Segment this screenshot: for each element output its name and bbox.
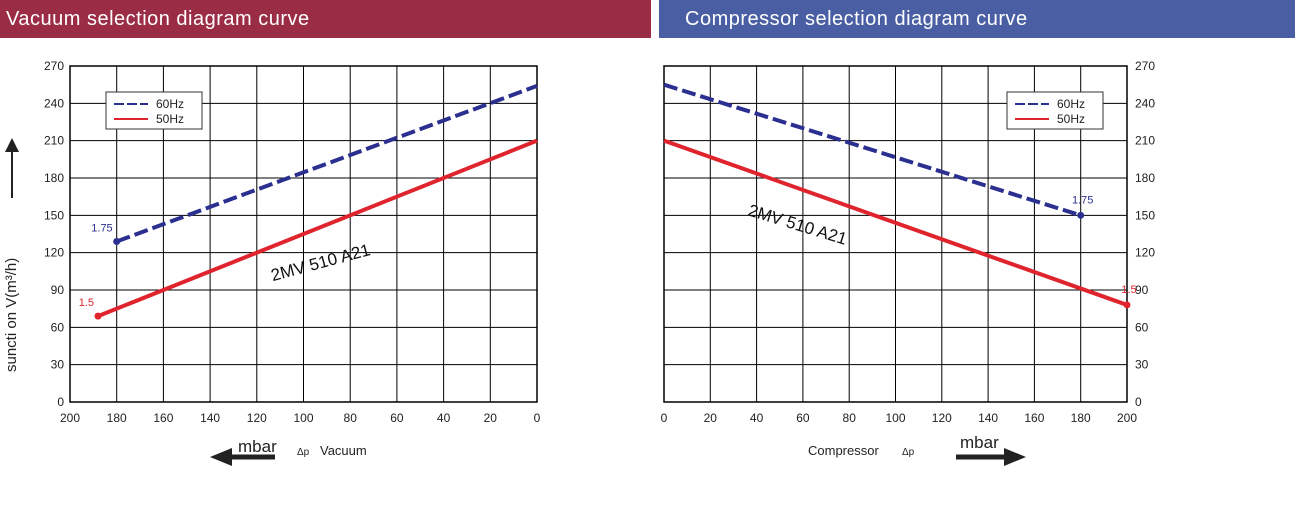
plot-frame [663,65,1128,403]
x-tick-label: 40 [437,411,451,425]
x-axis-suffix-left: Vacuum [320,443,367,458]
x-tick-label: 140 [200,411,220,425]
y-tick-label: 270 [1135,59,1155,73]
x-tick-label: 0 [661,411,668,425]
y-tick-label: 0 [57,395,64,409]
x-tick-label: 60 [796,411,810,425]
legend-label-50hz: 50Hz [156,112,184,126]
x-tick-label: 180 [107,411,127,425]
y-tick-label: 210 [44,134,64,148]
x-tick-label: 200 [1117,411,1137,425]
series-end-label: 1.75 [91,222,112,234]
y-tick-label: 240 [44,96,64,110]
vacuum-chart-title: Vacuum selection diagram curve [0,0,651,38]
y-tick-label: 60 [51,320,65,334]
x-tick-label: 80 [344,411,358,425]
x-axis-unit-right: mbar [960,433,999,452]
series-endpoint-50hz [94,312,102,320]
x-tick-label: 40 [750,411,764,425]
x-tick-label: 0 [534,411,541,425]
x-tick-label: 120 [247,411,267,425]
y-tick-label: 150 [44,208,64,222]
series-line-50hz [97,138,538,318]
y-axis-label: suncti on V(m³/h) [3,258,20,372]
x-axis-prefix-right: Compressor [808,443,879,458]
series-end-label: 1.5 [79,297,94,309]
x-tick-label: 200 [60,411,80,425]
x-axis-delta-right: Δp [902,447,915,458]
x-tick-label: 100 [293,411,313,425]
y-tick-label: 30 [51,358,65,372]
series-endpoint-50hz [1123,301,1131,309]
model-label: 2MV 510 A21 [269,240,373,285]
x-tick-label: 100 [885,411,905,425]
x-tick-label: 60 [390,411,404,425]
legend-label-50hz: 50Hz [1057,112,1085,126]
series-line-60hz [116,84,538,244]
y-tick-label: 240 [1135,96,1155,110]
x-tick-label: 80 [843,411,857,425]
model-label: 2MV 510 A21 [746,201,849,249]
x-axis-unit-left: mbar [238,437,277,456]
y-tick-label: 150 [1135,208,1155,222]
y-tick-label: 180 [1135,171,1155,185]
series-endpoint-60hz [113,237,121,245]
y-tick-label: 0 [1135,395,1142,409]
x-tick-label: 160 [153,411,173,425]
y-axis-arrow-head-icon [5,138,19,152]
x-tick-label: 180 [1071,411,1091,425]
x-tick-label: 160 [1024,411,1044,425]
series-line-60hz [663,82,1082,218]
series-line-50hz [663,138,1128,307]
series-end-label: 1.5 [1121,284,1136,296]
legend-label-60hz: 60Hz [156,97,184,111]
y-tick-label: 120 [1135,246,1155,260]
x-tick-label: 120 [932,411,952,425]
x-tick-label: 20 [704,411,718,425]
compressor-chart: 0 20 40 60 80 100 120 140 160 180 200 0 30 60 90 120 150… [661,59,1156,425]
x-axis-arrow-head-right-icon [1004,448,1026,466]
x-tick-label: 140 [978,411,998,425]
y-tick-label: 60 [1135,320,1149,334]
y-tick-label: 90 [51,283,65,297]
x-tick-label: 20 [484,411,498,425]
y-tick-label: 30 [1135,358,1149,372]
y-tick-label: 120 [44,246,64,260]
compressor-chart-title: Compressor selection diagram curve [659,0,1295,38]
plot-frame [69,65,538,403]
series-endpoint-60hz [1077,211,1085,219]
x-axis-arrow-head-left-icon [210,448,232,466]
y-tick-label: 90 [1135,283,1149,297]
y-tick-label: 210 [1135,134,1155,148]
y-tick-label: 270 [44,59,64,73]
vacuum-chart: 200 180 160 140 120 100 80 60 40 20 00306090120150… [44,59,541,425]
y-tick-label: 180 [44,171,64,185]
legend-label-60hz: 60Hz [1057,97,1085,111]
series-end-label: 1.75 [1072,194,1093,206]
legend-box [1006,91,1104,130]
legend-box [105,91,203,130]
x-axis-delta-left: Δp [297,447,310,458]
